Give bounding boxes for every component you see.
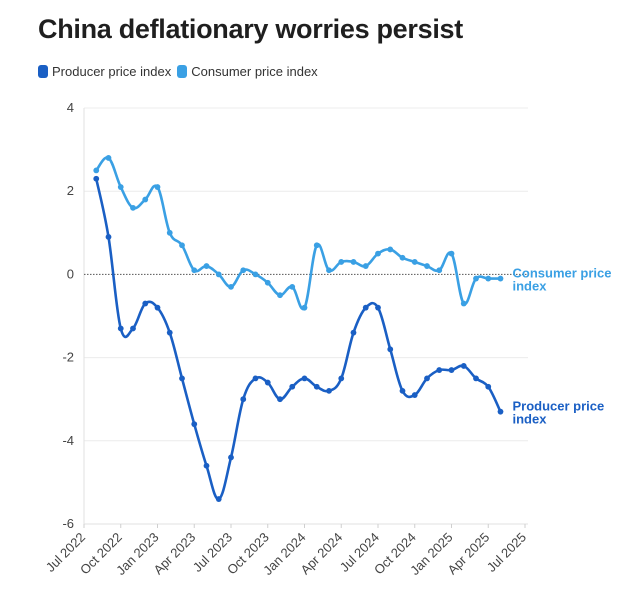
- chart-title: China deflationary worries persist: [38, 14, 463, 44]
- data-point-ppi: [215, 496, 222, 502]
- x-tick-label: Jul 2025: [484, 530, 529, 575]
- data-point-ppi: [130, 325, 136, 332]
- data-point-ppi: [277, 396, 283, 403]
- data-point-ppi: [264, 379, 271, 386]
- data-point-cpi: [375, 250, 381, 257]
- legend-label-cpi: Consumer price index: [191, 64, 318, 79]
- data-point-cpi: [338, 259, 345, 265]
- data-point-ppi: [203, 462, 210, 469]
- data-point-cpi: [117, 184, 124, 190]
- data-point-cpi: [362, 263, 369, 269]
- data-point-ppi: [179, 375, 185, 382]
- legend-item-ppi: Producer price index: [38, 64, 171, 79]
- data-point-cpi: [277, 292, 283, 299]
- data-point-ppi: [117, 325, 124, 332]
- data-point-cpi: [142, 196, 149, 203]
- data-point-cpi: [289, 283, 296, 290]
- y-tick-label: -2: [62, 350, 74, 365]
- data-point-ppi: [460, 363, 467, 369]
- data-point-ppi: [191, 421, 198, 428]
- data-point-cpi: [179, 242, 185, 249]
- y-tick-label: -6: [62, 516, 74, 531]
- data-point-cpi: [252, 271, 259, 278]
- data-point-cpi: [166, 229, 173, 236]
- data-point-ppi: [375, 304, 381, 311]
- data-point-ppi: [411, 392, 418, 398]
- data-point-cpi: [215, 271, 222, 278]
- data-point-cpi: [350, 259, 357, 265]
- data-point-cpi: [436, 267, 443, 274]
- data-point-cpi: [203, 263, 210, 269]
- data-point-ppi: [485, 383, 492, 390]
- legend: Producer price index Consumer price inde…: [38, 64, 324, 79]
- legend-swatch-cpi: [177, 65, 188, 78]
- data-point-ppi: [436, 367, 443, 373]
- y-tick-label: 4: [67, 100, 74, 115]
- data-point-cpi: [228, 283, 234, 290]
- data-point-ppi: [105, 234, 112, 240]
- series-end-label-ppi: index: [513, 412, 548, 427]
- data-point-ppi: [424, 375, 430, 382]
- data-point-ppi: [350, 329, 357, 336]
- data-point-ppi: [399, 387, 406, 394]
- data-point-ppi: [289, 383, 296, 390]
- data-point-ppi: [93, 175, 100, 182]
- data-point-ppi: [448, 367, 455, 373]
- data-point-ppi: [154, 304, 161, 311]
- data-point-cpi: [411, 259, 418, 265]
- data-point-cpi: [93, 167, 100, 174]
- data-point-ppi: [228, 454, 234, 461]
- data-point-cpi: [240, 267, 247, 274]
- series-line-cpi: [94, 156, 502, 311]
- data-point-cpi: [387, 246, 394, 253]
- legend-swatch-ppi: [38, 65, 48, 78]
- legend-label-ppi: Producer price index: [52, 64, 172, 79]
- data-point-ppi: [497, 408, 504, 415]
- series-end-label-cpi: index: [513, 279, 548, 294]
- data-point-ppi: [387, 346, 394, 353]
- data-point-cpi: [497, 275, 504, 282]
- data-point-ppi: [313, 383, 320, 390]
- data-point-cpi: [130, 204, 136, 211]
- data-point-cpi: [105, 155, 112, 161]
- data-point-ppi: [362, 304, 369, 311]
- data-point-ppi: [240, 396, 247, 403]
- data-point-cpi: [399, 254, 406, 261]
- y-tick-label: -4: [62, 433, 74, 448]
- y-tick-label: 2: [67, 183, 74, 198]
- data-point-ppi: [142, 300, 149, 307]
- data-point-ppi: [326, 387, 332, 394]
- data-point-cpi: [326, 267, 332, 274]
- data-point-cpi: [313, 242, 320, 249]
- data-point-cpi: [448, 250, 455, 257]
- data-point-cpi: [424, 263, 430, 269]
- data-point-ppi: [473, 375, 479, 382]
- series-end-label-cpi: Consumer price: [513, 266, 612, 281]
- y-tick-label: 0: [67, 266, 74, 281]
- data-point-cpi: [473, 275, 479, 282]
- data-point-cpi: [191, 267, 198, 274]
- series-end-label-ppi: Producer price: [513, 399, 605, 414]
- data-point-cpi: [460, 300, 467, 307]
- data-point-ppi: [338, 375, 345, 382]
- data-point-ppi: [166, 329, 173, 336]
- series-line-ppi: [94, 177, 502, 501]
- data-point-cpi: [301, 304, 308, 311]
- data-point-cpi: [154, 184, 161, 190]
- legend-item-cpi: Consumer price index: [177, 64, 318, 79]
- data-point-cpi: [485, 275, 492, 282]
- data-point-ppi: [252, 375, 259, 382]
- data-point-cpi: [264, 279, 271, 286]
- data-point-ppi: [301, 375, 308, 382]
